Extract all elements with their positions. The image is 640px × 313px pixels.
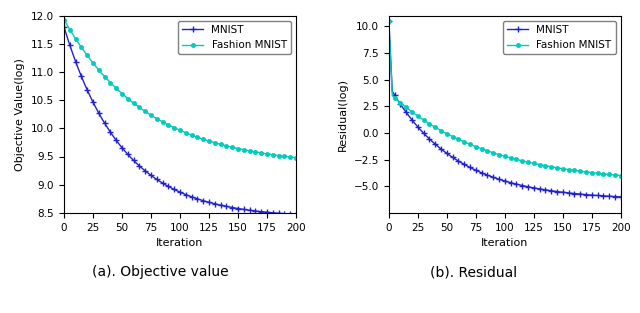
MNIST: [157, 181, 165, 184]
MNIST: [385, 19, 392, 23]
Fashion MNIST: [60, 18, 68, 22]
Fashion MNIST: [470, 144, 477, 148]
Legend: MNIST, Fashion MNIST: MNIST, Fashion MNIST: [503, 21, 616, 54]
Text: (b). Residual: (b). Residual: [430, 265, 517, 279]
Fashion MNIST: [483, 149, 490, 152]
Text: (a). Objective value: (a). Objective value: [92, 265, 228, 279]
MNIST: [483, 173, 490, 177]
MNIST: [510, 182, 518, 185]
Fashion MNIST: [617, 174, 625, 177]
Fashion MNIST: [145, 112, 152, 115]
Fashion MNIST: [510, 157, 518, 161]
Fashion MNIST: [61, 20, 69, 23]
Fashion MNIST: [273, 153, 280, 157]
Line: MNIST: MNIST: [61, 24, 299, 218]
MNIST: [597, 194, 605, 198]
MNIST: [60, 25, 68, 29]
MNIST: [617, 195, 625, 199]
Fashion MNIST: [406, 108, 413, 112]
MNIST: [386, 43, 394, 46]
Fashion MNIST: [292, 156, 300, 160]
Fashion MNIST: [386, 44, 394, 48]
Line: Fashion MNIST: Fashion MNIST: [387, 19, 623, 177]
Line: Fashion MNIST: Fashion MNIST: [62, 18, 298, 160]
Fashion MNIST: [157, 119, 165, 123]
X-axis label: Iteration: Iteration: [156, 238, 204, 248]
MNIST: [145, 172, 152, 176]
Line: MNIST: MNIST: [386, 18, 624, 200]
MNIST: [61, 29, 69, 33]
MNIST: [406, 115, 413, 119]
Y-axis label: Residual(log): Residual(log): [338, 78, 348, 151]
Legend: MNIST, Fashion MNIST: MNIST, Fashion MNIST: [178, 21, 291, 54]
Y-axis label: Objective Value(log): Objective Value(log): [15, 58, 26, 171]
Fashion MNIST: [597, 172, 605, 176]
Fashion MNIST: [81, 50, 89, 54]
X-axis label: Iteration: Iteration: [481, 238, 529, 248]
MNIST: [470, 167, 477, 171]
MNIST: [186, 194, 193, 198]
Fashion MNIST: [186, 132, 193, 136]
MNIST: [273, 211, 280, 215]
MNIST: [81, 83, 89, 87]
MNIST: [292, 213, 300, 216]
Fashion MNIST: [385, 19, 392, 23]
